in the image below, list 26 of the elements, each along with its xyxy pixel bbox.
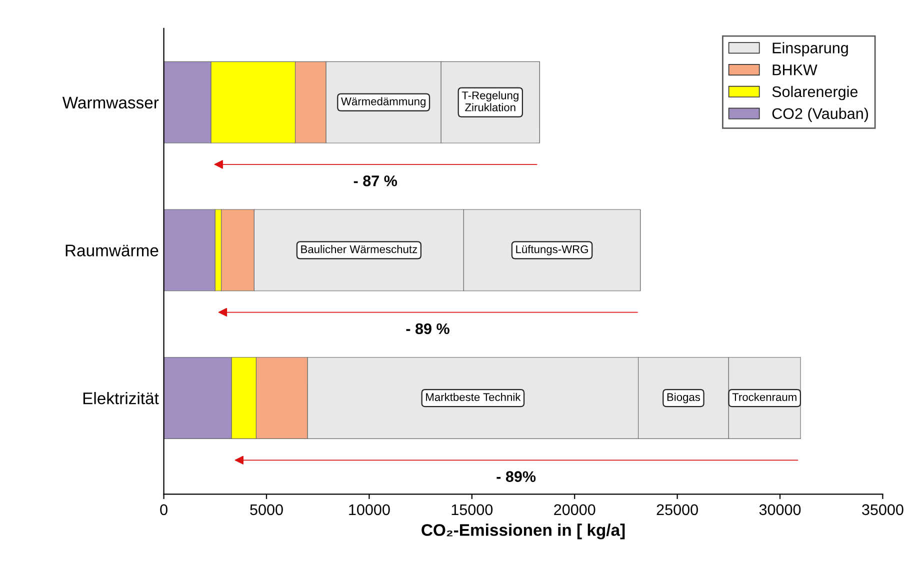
annotation: Wärmedämmung bbox=[341, 97, 426, 108]
x-axis-title: CO₂-Emissionen in [ kg/a] bbox=[422, 524, 625, 540]
legend-label: Solarenergie bbox=[772, 86, 858, 100]
annotation: - 87 % bbox=[354, 175, 398, 186]
x-tick-label: 25000 bbox=[656, 504, 698, 516]
x-tick-label: 30000 bbox=[759, 504, 801, 516]
annotation: Trockenraum bbox=[732, 392, 796, 402]
annotation: Lüftungs-WRG bbox=[516, 245, 588, 256]
legend-label: BHKW bbox=[772, 64, 818, 76]
annotation: - 89 % bbox=[406, 323, 450, 334]
x-tick-label: 15000 bbox=[452, 504, 493, 516]
annotation: Baulicher Wärmeschutz bbox=[301, 245, 418, 254]
legend-label: CO2 (Vauban) bbox=[772, 108, 868, 122]
x-tick-label: 10000 bbox=[349, 504, 390, 516]
x-tick-label: 35000 bbox=[862, 504, 904, 516]
annotation: Biogas bbox=[667, 392, 700, 404]
annotation: T-Regelung Ziruklation bbox=[462, 91, 518, 112]
x-tick-label: 5000 bbox=[250, 504, 283, 516]
annotation: Marktbeste Technik bbox=[426, 392, 521, 402]
annotation: - 89% bbox=[496, 471, 536, 482]
x-tick-label: 0 bbox=[160, 504, 168, 516]
legend-label: Einsparung bbox=[772, 42, 848, 56]
y-tick-label: Raumwärme bbox=[66, 244, 158, 256]
y-tick-label: Elektrizität bbox=[83, 392, 159, 404]
y-tick-label: Warmwasser bbox=[62, 96, 159, 109]
x-tick-label: 20000 bbox=[554, 504, 596, 516]
